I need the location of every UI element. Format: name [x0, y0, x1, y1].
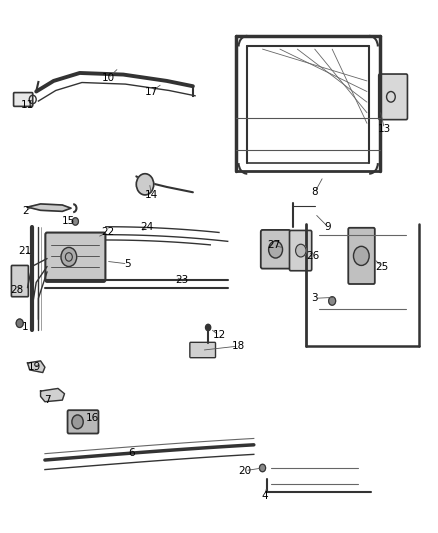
- Text: 21: 21: [19, 246, 32, 256]
- Text: 13: 13: [378, 124, 391, 134]
- Text: 9: 9: [325, 222, 331, 232]
- Text: 4: 4: [261, 490, 268, 500]
- Text: 19: 19: [28, 362, 41, 372]
- Circle shape: [16, 319, 23, 327]
- Text: 15: 15: [62, 216, 75, 227]
- FancyBboxPatch shape: [290, 230, 312, 271]
- Polygon shape: [41, 389, 64, 402]
- Circle shape: [72, 415, 83, 429]
- Text: 22: 22: [101, 227, 115, 237]
- Text: 28: 28: [10, 285, 23, 295]
- Text: 12: 12: [212, 330, 226, 341]
- Circle shape: [205, 324, 211, 330]
- Circle shape: [136, 174, 154, 195]
- Circle shape: [61, 247, 77, 266]
- Text: 25: 25: [375, 262, 389, 271]
- Polygon shape: [28, 204, 71, 212]
- FancyBboxPatch shape: [379, 74, 407, 119]
- Text: 3: 3: [311, 293, 318, 303]
- Text: 27: 27: [267, 240, 280, 251]
- Polygon shape: [28, 361, 45, 373]
- Text: 20: 20: [239, 466, 252, 475]
- Circle shape: [268, 241, 283, 258]
- FancyBboxPatch shape: [190, 342, 215, 358]
- FancyBboxPatch shape: [11, 265, 28, 297]
- Text: 8: 8: [311, 187, 318, 197]
- Text: 2: 2: [22, 206, 28, 216]
- Circle shape: [259, 464, 265, 472]
- Text: 26: 26: [306, 251, 319, 261]
- Circle shape: [296, 244, 306, 257]
- Text: 17: 17: [145, 86, 158, 96]
- Text: 16: 16: [86, 413, 99, 423]
- Text: 23: 23: [175, 274, 189, 285]
- Text: 10: 10: [102, 73, 115, 83]
- Circle shape: [72, 217, 78, 225]
- FancyBboxPatch shape: [46, 232, 106, 282]
- Text: 14: 14: [145, 190, 158, 200]
- Text: 24: 24: [141, 222, 154, 232]
- FancyBboxPatch shape: [14, 93, 33, 107]
- Text: 6: 6: [129, 448, 135, 458]
- FancyBboxPatch shape: [261, 230, 290, 269]
- FancyBboxPatch shape: [67, 410, 99, 433]
- Text: 11: 11: [21, 100, 34, 110]
- Text: 1: 1: [22, 322, 28, 333]
- Text: 18: 18: [232, 341, 245, 351]
- Circle shape: [353, 246, 369, 265]
- Text: 7: 7: [44, 395, 50, 405]
- FancyBboxPatch shape: [348, 228, 375, 284]
- Circle shape: [328, 297, 336, 305]
- Text: 5: 5: [124, 259, 131, 269]
